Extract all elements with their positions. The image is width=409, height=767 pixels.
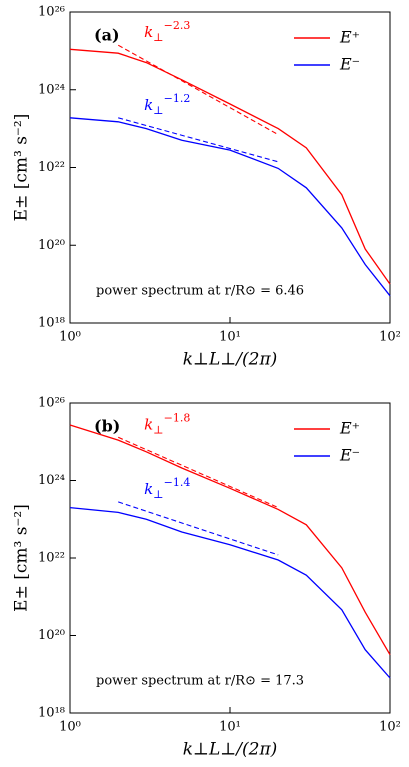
fit-label: k⊥−1.8 — [144, 411, 190, 436]
y-tick-label: 10²² — [38, 160, 65, 175]
legend-label: E⁻ — [339, 446, 360, 465]
fit-line — [117, 44, 279, 136]
panel-label: (b) — [94, 417, 120, 436]
annotation: power spectrum at r/R⊙ = 6.46 — [96, 284, 304, 299]
fit-label-sub: ⊥ — [153, 104, 163, 117]
fit-label-sup: −1.2 — [164, 92, 191, 105]
y-tick-label: 10¹⁸ — [38, 706, 65, 721]
fit-label-base: k — [144, 415, 153, 433]
series-line — [69, 424, 391, 656]
legend-label: E⁺ — [339, 28, 360, 47]
x-tick-label: 10⁰ — [59, 720, 81, 735]
fit-line — [118, 501, 279, 556]
fit-label-sup: −2.3 — [164, 19, 191, 32]
annotation: power spectrum at r/R⊙ = 17.3 — [96, 674, 304, 689]
fit-label-base: k — [144, 96, 153, 114]
series-line — [69, 117, 391, 297]
series-line — [69, 506, 391, 679]
fit-label-base: k — [144, 23, 153, 41]
fit-label-sup: −1.8 — [164, 411, 191, 424]
panel-label: (a) — [94, 26, 120, 45]
x-tick-label: 10¹ — [219, 330, 241, 345]
fit-label-sup: −1.4 — [164, 476, 191, 489]
y-tick-label: 10¹⁸ — [38, 316, 65, 331]
fit-line — [117, 436, 279, 509]
y-tick-label: 10²⁰ — [38, 628, 65, 643]
x-tick-label: 10² — [379, 720, 401, 735]
fit-label: k⊥−1.2 — [144, 92, 190, 117]
series-line — [69, 48, 391, 285]
x-tick-label: 10² — [379, 330, 401, 345]
fit-label: k⊥−1.4 — [144, 476, 190, 501]
y-tick-label: 10²² — [38, 551, 65, 566]
fit-label-sub: ⊥ — [153, 31, 163, 44]
y-tick-label: 10²⁴ — [38, 82, 65, 97]
fit-label-sub: ⊥ — [153, 488, 163, 501]
y-tick-label: 10²⁰ — [38, 238, 65, 253]
x-tick-label: 10⁰ — [59, 330, 81, 345]
x-tick-label: 10¹ — [219, 720, 241, 735]
legend-label: E⁺ — [339, 419, 360, 438]
y-tick-label: 10²⁶ — [38, 396, 65, 411]
x-axis-label: k⊥L⊥/(2π) — [183, 350, 278, 370]
y-tick-label: 10²⁴ — [38, 473, 65, 488]
fit-line — [118, 117, 279, 163]
fit-label: k⊥−2.3 — [144, 19, 190, 44]
fit-label-sub: ⊥ — [153, 423, 163, 436]
y-axis-label: E± [cm³ s⁻²] — [12, 114, 32, 222]
fit-label-base: k — [144, 480, 153, 498]
legend-label: E⁻ — [339, 55, 360, 74]
y-tick-label: 10²⁶ — [38, 5, 65, 20]
y-axis-label: E± [cm³ s⁻²] — [12, 504, 32, 612]
x-axis-label: k⊥L⊥/(2π) — [183, 740, 278, 760]
